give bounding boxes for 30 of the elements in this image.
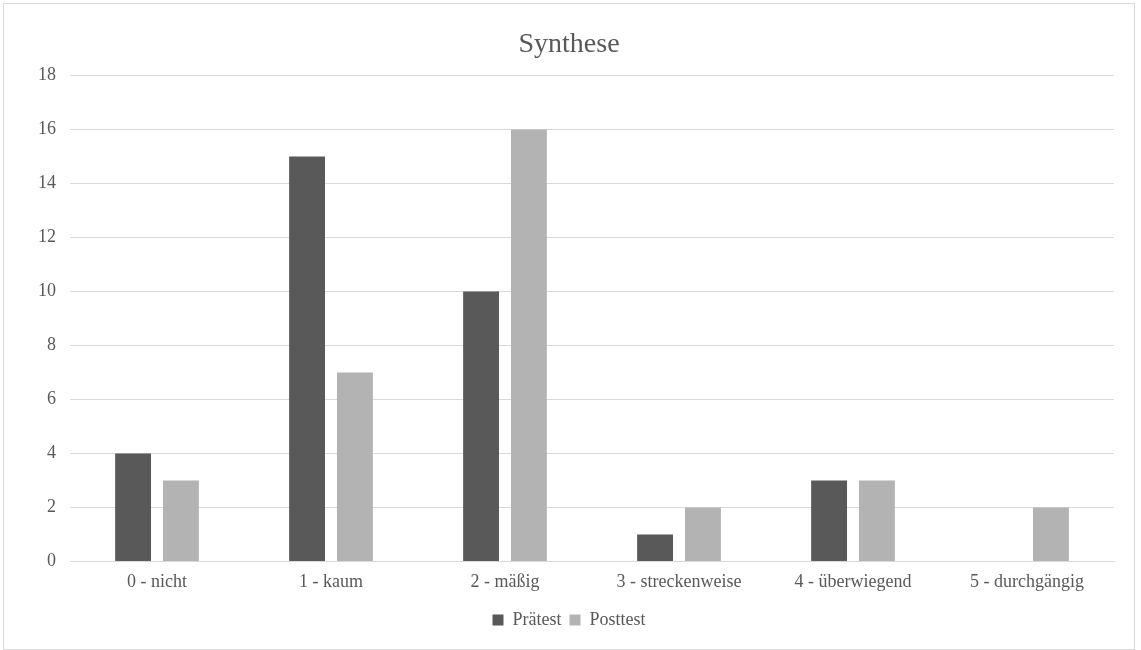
legend-label: Posttest <box>589 608 646 629</box>
x-tick-label: 4 - überwiegend <box>794 570 912 591</box>
bar <box>811 480 848 561</box>
x-tick-label: 5 - durchgängig <box>970 570 1084 591</box>
y-tick-label: 4 <box>47 442 56 463</box>
y-tick-label: 14 <box>38 172 56 193</box>
bar <box>637 534 674 561</box>
x-tick-label: 1 - kaum <box>299 570 363 591</box>
x-tick-label: 2 - mäßig <box>470 570 540 591</box>
x-tick-label: 0 - nicht <box>127 570 187 591</box>
bar <box>336 372 373 561</box>
bar <box>510 129 547 561</box>
y-tick-label: 12 <box>38 226 56 247</box>
y-tick-label: 16 <box>38 118 56 139</box>
bar <box>289 156 326 561</box>
bar <box>858 480 895 561</box>
y-tick-label: 6 <box>47 388 56 409</box>
y-tick-label: 0 <box>47 550 56 571</box>
y-tick-label: 18 <box>38 64 56 85</box>
bar <box>162 480 199 561</box>
y-tick-label: 10 <box>38 280 56 301</box>
bar <box>463 291 500 561</box>
x-tick-label: 3 - streckenweise <box>616 570 742 591</box>
y-tick-label: 8 <box>47 334 56 355</box>
legend-label: Prätest <box>512 608 562 629</box>
bar <box>1032 507 1069 561</box>
y-tick-label: 2 <box>47 496 56 517</box>
bar <box>115 453 152 561</box>
bar <box>684 507 721 561</box>
chart-title: Synthese <box>518 27 620 59</box>
